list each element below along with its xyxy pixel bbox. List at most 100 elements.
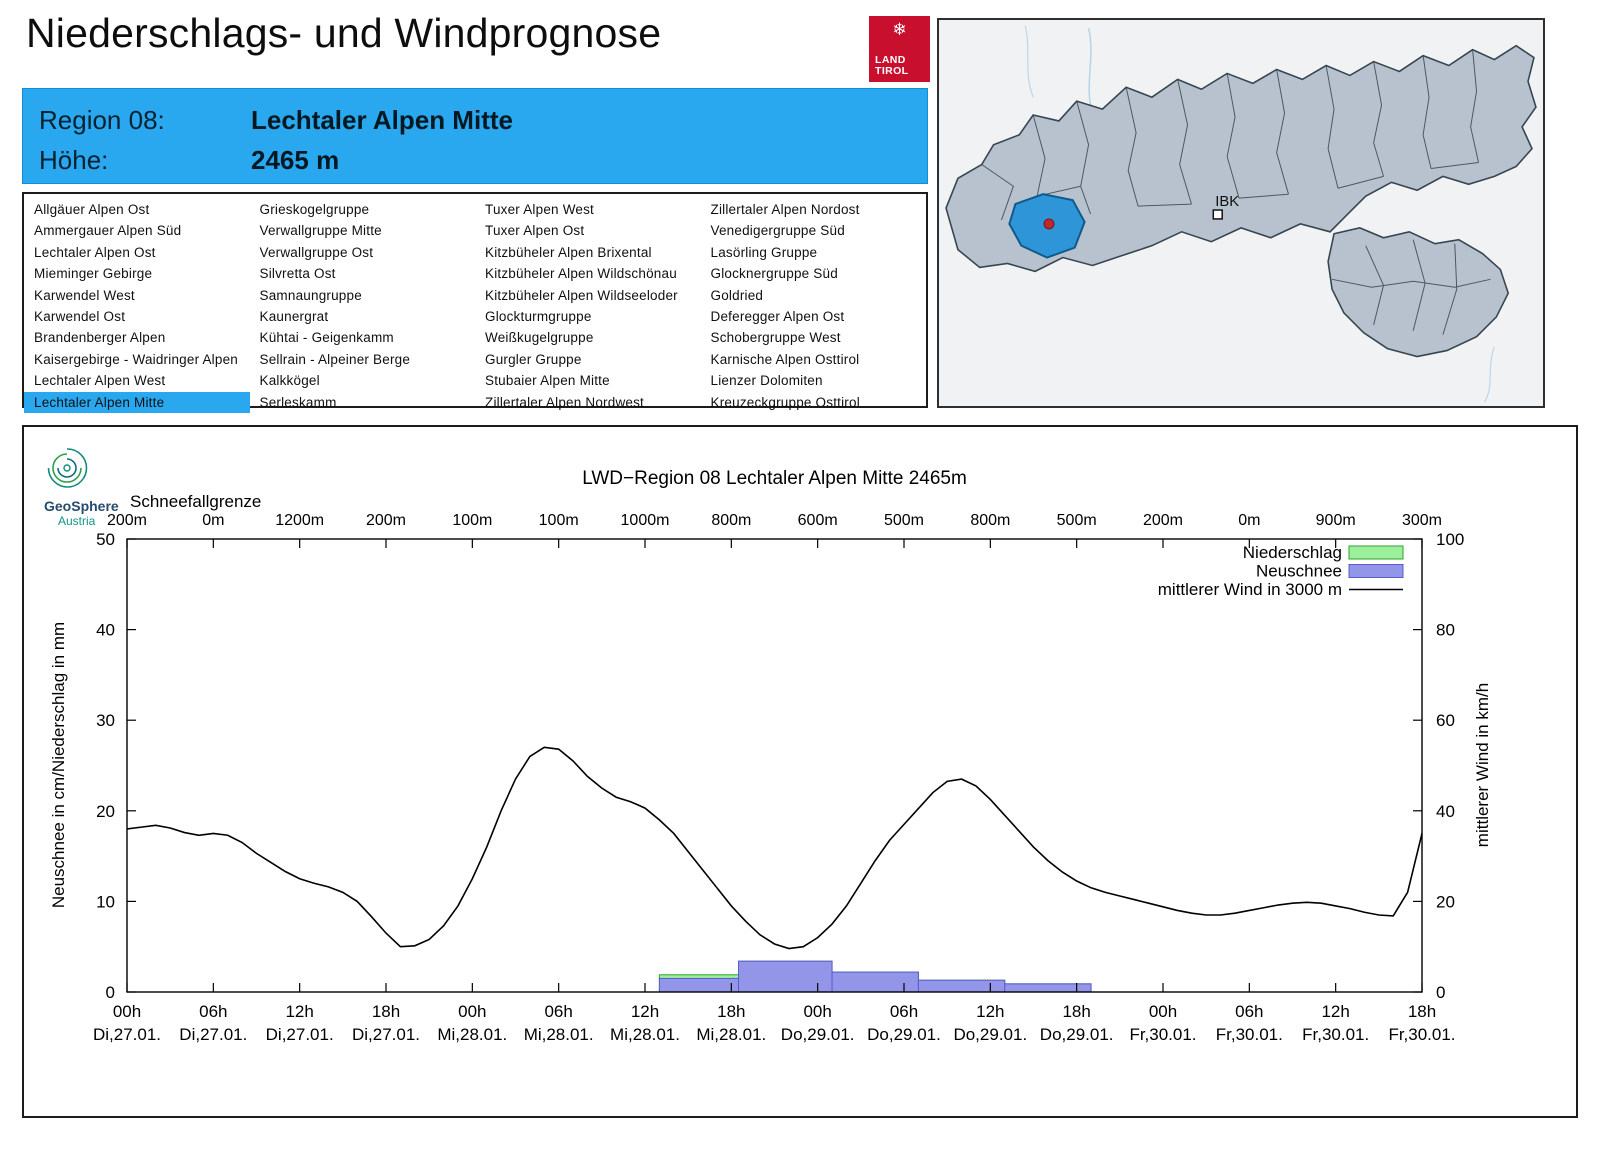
- neuschnee-bar: [658, 977, 740, 993]
- tirol-map: IBK: [940, 20, 1542, 406]
- region-list-item[interactable]: Mieminger Gebirge: [34, 266, 153, 282]
- schneefallgrenze-value: 300m: [1402, 512, 1442, 529]
- schneefallgrenze-value: 500m: [1057, 512, 1097, 529]
- region-list-item[interactable]: Karwendel Ost: [34, 308, 126, 324]
- region-list-item[interactable]: Deferegger Alpen Ost: [710, 308, 845, 324]
- x-tick-hour-label: 00h: [458, 1002, 486, 1021]
- region-list-item[interactable]: Kühtai - Geigenkamm: [259, 330, 394, 346]
- x-tick-day-label: Mi,28.01.: [437, 1025, 507, 1044]
- region-list-item[interactable]: Weißkugelgruppe: [485, 330, 594, 346]
- region-list-item[interactable]: Goldried: [710, 287, 764, 303]
- y-right-tick-label: 40: [1436, 802, 1455, 821]
- region-list-item[interactable]: Sellrain - Alpeiner Berge: [259, 351, 411, 367]
- region-list-item[interactable]: Kaisergebirge - Waidringer Alpen: [34, 351, 239, 367]
- region-name: Lechtaler Alpen Mitte: [251, 104, 513, 135]
- region-list-item[interactable]: Glockturmgruppe: [485, 308, 592, 324]
- region-list-item[interactable]: Glocknergruppe Süd: [710, 266, 838, 282]
- region-list-column: Grieskogelgruppe Verwallgruppe Mitte Verwa…: [250, 199, 476, 410]
- region-list-item[interactable]: Kitzbüheler Alpen Wildseeloder: [485, 287, 678, 303]
- y-right-tick-label: 80: [1436, 621, 1455, 640]
- region-list-item[interactable]: Ammergauer Alpen Süd: [34, 223, 182, 239]
- schneefallgrenze-value: 1200m: [275, 512, 324, 529]
- schneefallgrenze-value: 1000m: [621, 512, 670, 529]
- x-tick-hour-label: 12h: [1321, 1002, 1349, 1021]
- x-tick-day-label: Do,29.01.: [953, 1025, 1027, 1044]
- x-tick-hour-label: 06h: [544, 1002, 572, 1021]
- region-list-item[interactable]: Lasörling Gruppe: [710, 244, 818, 260]
- region-list-item[interactable]: Zillertaler Alpen Nordwest: [485, 394, 645, 410]
- altitude-label: Höhe:: [39, 144, 109, 175]
- region-list-item[interactable]: Lienzer Dolomiten: [710, 373, 823, 389]
- y-left-tick-label: 50: [96, 530, 115, 549]
- x-tick-day-label: Mi,28.01.: [524, 1025, 594, 1044]
- land-tirol-logo-line1: LAND: [875, 54, 906, 66]
- region-list-item[interactable]: Samnaungruppe: [259, 287, 362, 303]
- neuschnee-bar: [917, 979, 1006, 993]
- x-tick-hour-label: 00h: [803, 1002, 831, 1021]
- schneefallgrenze-value: 200m: [107, 512, 147, 529]
- y-left-tick-label: 20: [96, 802, 115, 821]
- x-tick-day-label: Fr,30.01.: [1216, 1025, 1283, 1044]
- x-tick-day-label: Mi,28.01.: [696, 1025, 766, 1044]
- region-list-item-selected[interactable]: Lechtaler Alpen Mitte: [24, 391, 250, 413]
- x-tick-day-label: Fr,30.01.: [1302, 1025, 1369, 1044]
- region-list-item[interactable]: Tuxer Alpen Ost: [485, 223, 585, 239]
- plot-frame: [126, 538, 1423, 993]
- forecast-chart: 00hDi,27.01.200m06hDi,27.01.0m12hDi,27.0…: [49, 468, 1492, 1044]
- schneefallgrenze-value: 0m: [202, 512, 224, 529]
- map-city-label: IBK: [1215, 194, 1239, 210]
- region-list-item[interactable]: Kaunergrat: [259, 308, 329, 324]
- map-region-north-tirol: [945, 44, 1537, 273]
- schneefallgrenze-value: 900m: [1316, 512, 1356, 529]
- region-list-item[interactable]: Kitzbüheler Alpen Wildschönau: [485, 266, 677, 282]
- region-list-item[interactable]: Schobergruppe West: [710, 330, 841, 346]
- region-list-item[interactable]: Kitzbüheler Alpen Brixental: [485, 244, 652, 260]
- y-left-tick-label: 10: [96, 892, 115, 911]
- region-list-item[interactable]: Lechtaler Alpen West: [34, 373, 166, 389]
- region-list-item[interactable]: Kalkkögel: [259, 373, 320, 389]
- region-list-item[interactable]: Brandenberger Alpen: [34, 330, 166, 346]
- schneefallgrenze-value: 600m: [798, 512, 838, 529]
- region-list-item[interactable]: Allgäuer Alpen Ost: [34, 202, 150, 217]
- region-list-item[interactable]: Verwallgruppe Ost: [259, 244, 374, 260]
- x-tick-hour-label: 12h: [285, 1002, 313, 1021]
- x-tick-hour-label: 06h: [1235, 1002, 1263, 1021]
- region-list-item[interactable]: Karwendel West: [34, 287, 135, 303]
- map-region-east-tirol: [1327, 227, 1510, 358]
- region-list-item[interactable]: Gurgler Gruppe: [485, 351, 582, 367]
- x-tick-day-label: Mi,28.01.: [610, 1025, 680, 1044]
- region-list-item[interactable]: Silvretta Ost: [259, 266, 336, 282]
- region-list-item[interactable]: Tuxer Alpen West: [485, 202, 594, 217]
- altitude-value: 2465 m: [251, 144, 340, 175]
- x-tick-hour-label: 06h: [890, 1002, 918, 1021]
- neuschnee-bar: [831, 971, 919, 993]
- map-district-borders: [981, 49, 1491, 335]
- region-list-item[interactable]: Zillertaler Alpen Nordost: [710, 202, 860, 217]
- x-tick-day-label: Do,29.01.: [867, 1025, 941, 1044]
- region-header-row: Höhe: 2465 m: [39, 140, 927, 180]
- schneefallgrenze-value: 0m: [1238, 512, 1260, 529]
- map-river: [1483, 346, 1495, 403]
- region-list-item[interactable]: Lechtaler Alpen Ost: [34, 244, 156, 260]
- legend-label: Niederschlag: [1243, 543, 1342, 562]
- chart-title: LWD−Region 08 Lechtaler Alpen Mitte 2465…: [582, 468, 967, 489]
- x-tick-day-label: Di,27.01.: [179, 1025, 247, 1044]
- map-river: [1024, 25, 1034, 98]
- region-list-item[interactable]: Kreuzeckgruppe Osttirol: [710, 394, 860, 410]
- x-tick-hour-label: 00h: [113, 1002, 141, 1021]
- region-list-item[interactable]: Stubaier Alpen Mitte: [485, 373, 610, 389]
- x-tick-day-label: Di,27.01.: [93, 1025, 161, 1044]
- x-tick-day-label: Di,27.01.: [266, 1025, 334, 1044]
- page-title: Niederschlags- und Windprognose: [26, 10, 662, 56]
- x-tick-hour-label: 06h: [199, 1002, 227, 1021]
- schneefallgrenze-value: 200m: [366, 512, 406, 529]
- x-tick-day-label: Fr,30.01.: [1388, 1025, 1455, 1044]
- region-list-item[interactable]: Venedigergruppe Süd: [710, 223, 845, 239]
- region-list-item[interactable]: Verwallgruppe Mitte: [259, 223, 382, 239]
- neuschnee-bar: [1004, 983, 1092, 993]
- region-list-item[interactable]: Grieskogelgruppe: [259, 202, 370, 217]
- x-tick-day-label: Do,29.01.: [1040, 1025, 1114, 1044]
- region-list-item[interactable]: Serleskamm: [259, 394, 337, 410]
- region-list-item[interactable]: Karnische Alpen Osttirol: [710, 351, 860, 367]
